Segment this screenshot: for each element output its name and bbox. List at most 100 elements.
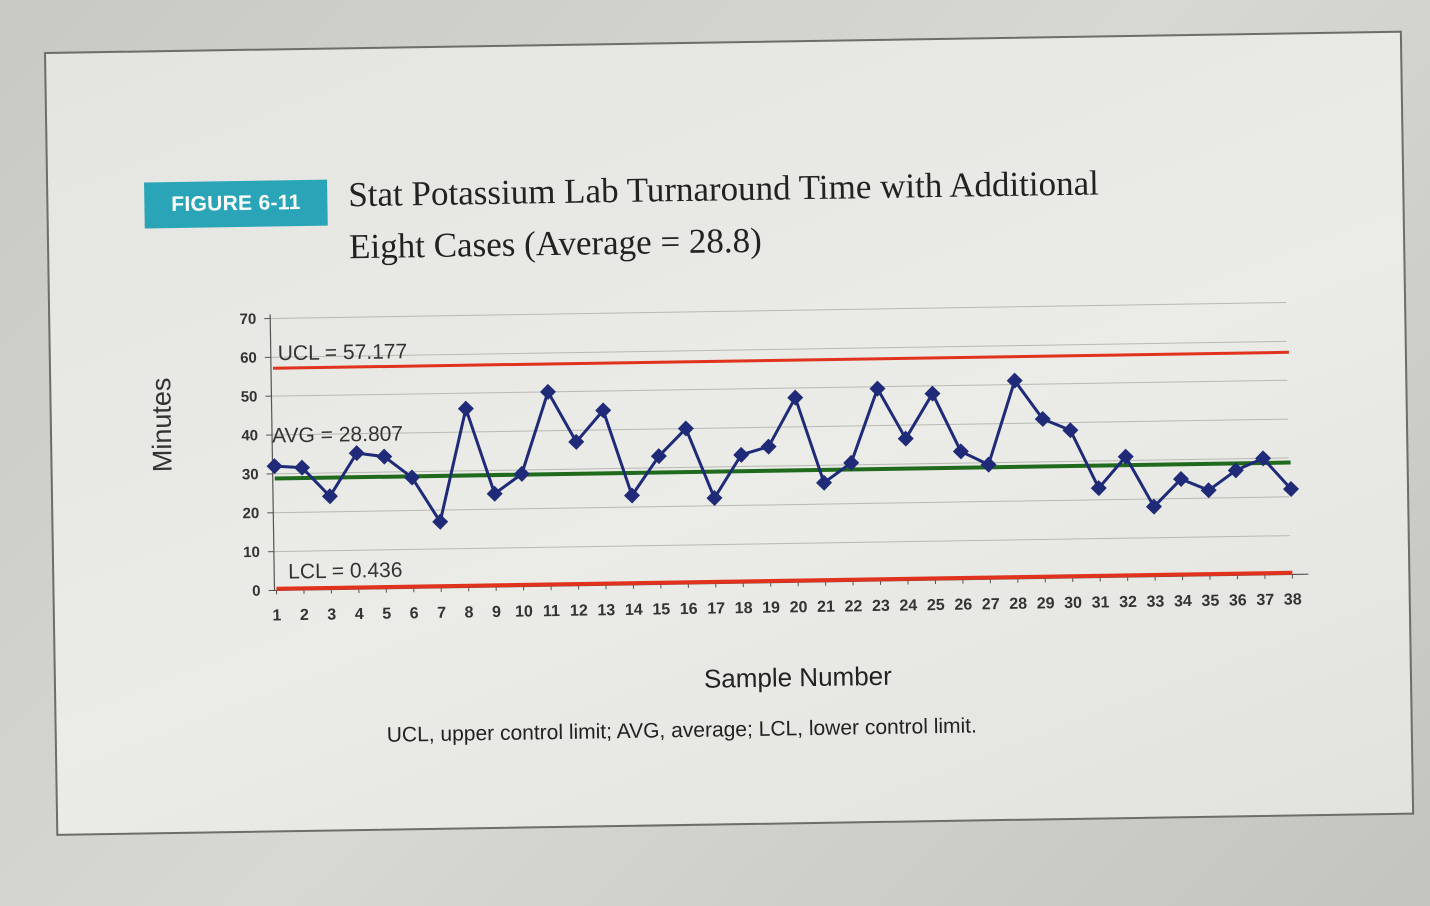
lcl-label: LCL = 0.436 [288,559,403,584]
control-limit-lines [272,350,1293,591]
x-tick-label-8: 8 [464,604,473,621]
data-point-17 [706,490,723,507]
x-tick-label-26: 26 [954,596,972,613]
data-point-26 [952,443,969,460]
gridline-y-50 [271,379,1288,397]
axes [264,314,1309,595]
x-tick-label-32: 32 [1119,594,1137,611]
y-tick-label-10: 10 [243,544,260,561]
data-series [266,372,1300,530]
figure-page: FIGURE 6-11 Stat Potassium Lab Turnaroun… [44,30,1415,836]
x-tick-label-5: 5 [382,606,391,623]
x-tick-label-30: 30 [1064,595,1082,612]
avg-line [274,460,1291,481]
x-tick-label-31: 31 [1092,594,1110,611]
x-tick-label-16: 16 [680,601,698,618]
x-tick-label-37: 37 [1256,592,1274,609]
ucl-line [272,350,1289,370]
gridline-y-10 [273,535,1290,553]
data-point-4 [348,445,365,462]
data-point-23 [869,380,886,397]
data-point-2 [294,459,311,476]
x-tick-label-28: 28 [1009,596,1027,613]
x-tick-label-12: 12 [570,603,588,620]
data-point-24 [897,430,914,447]
data-point-5 [376,448,393,465]
data-point-32 [1117,448,1134,465]
gridline-y-70 [270,302,1287,319]
data-point-22 [843,454,860,471]
data-point-34 [1173,471,1190,488]
x-tick-label-35: 35 [1201,593,1219,610]
x-tick-label-10: 10 [515,603,533,620]
x-tick-label-7: 7 [437,605,446,622]
data-point-9 [486,485,503,502]
x-tick-labels: 1 2 3 4 5 6 7 8 9 10 11 12 13 14 15 16 17 18 19 20 21 22 23 24 2… [272,591,1302,624]
y-tick-label-60: 60 [240,350,257,367]
x-tick-label-33: 33 [1146,593,1164,610]
y-tick-label-50: 50 [241,388,258,405]
lcl-line [276,570,1293,591]
x-tick-label-14: 14 [625,602,643,619]
x-tick-label-17: 17 [707,600,725,617]
control-limit-labels: UCL = 57.177 AVG = 28.807 LCL = 0.436 [272,340,408,584]
x-tick-label-1: 1 [272,607,281,624]
data-point-14 [624,487,641,504]
x-tick-label-22: 22 [844,598,862,615]
data-point-16 [677,420,694,437]
y-tick-label-70: 70 [239,311,256,328]
data-point-6 [404,469,421,486]
x-tick-label-21: 21 [817,599,835,616]
data-point-3 [321,488,338,505]
x-tick-label-15: 15 [652,601,670,618]
data-point-1 [266,458,283,475]
data-point-28 [1006,372,1023,389]
x-tick-label-29: 29 [1037,595,1055,612]
gridline-y-30 [272,457,1289,475]
data-point-31 [1090,480,1107,497]
data-point-25 [924,385,941,402]
x-tick-label-20: 20 [790,599,808,616]
x-tick-label-9: 9 [492,604,501,621]
x-tick-label-4: 4 [355,606,364,623]
x-tick-label-34: 34 [1174,593,1192,610]
data-point-13 [595,402,612,419]
data-point-7 [432,513,449,530]
data-point-38 [1283,480,1300,497]
series-line-0 [274,379,1293,524]
data-point-37 [1255,450,1272,467]
data-point-15 [650,448,667,465]
x-tick-label-19: 19 [762,600,780,617]
data-point-12 [568,433,585,450]
data-point-30 [1062,422,1079,439]
y-tick-labels: 0 10 20 30 40 50 60 70 [239,311,260,600]
data-point-20 [787,389,804,406]
data-point-10 [513,465,530,482]
data-point-29 [1034,411,1051,428]
x-tick-label-24: 24 [899,597,917,614]
y-tick-label-30: 30 [242,466,259,483]
data-point-21 [816,474,833,491]
data-point-36 [1227,462,1244,479]
data-point-8 [457,400,474,417]
x-tick-label-38: 38 [1284,591,1302,608]
ucl-label: UCL = 57.177 [278,340,408,365]
x-tick-label-18: 18 [735,600,753,617]
data-point-18 [733,446,750,463]
x-tick-label-3: 3 [327,606,336,623]
x-tick-label-36: 36 [1229,592,1247,609]
y-tick-label-40: 40 [241,427,258,444]
x-tick-label-11: 11 [543,603,560,620]
y-tick-label-20: 20 [242,505,259,522]
x-tick-label-23: 23 [872,598,890,615]
x-tick-label-27: 27 [982,596,1000,613]
x-tick-label-6: 6 [410,605,419,622]
data-point-27 [980,456,997,473]
data-point-11 [539,383,556,400]
data-point-33 [1145,498,1162,515]
x-tick-label-13: 13 [597,602,615,619]
data-point-35 [1200,482,1217,499]
y-axis-line [269,314,276,591]
x-tick-label-25: 25 [927,597,945,614]
